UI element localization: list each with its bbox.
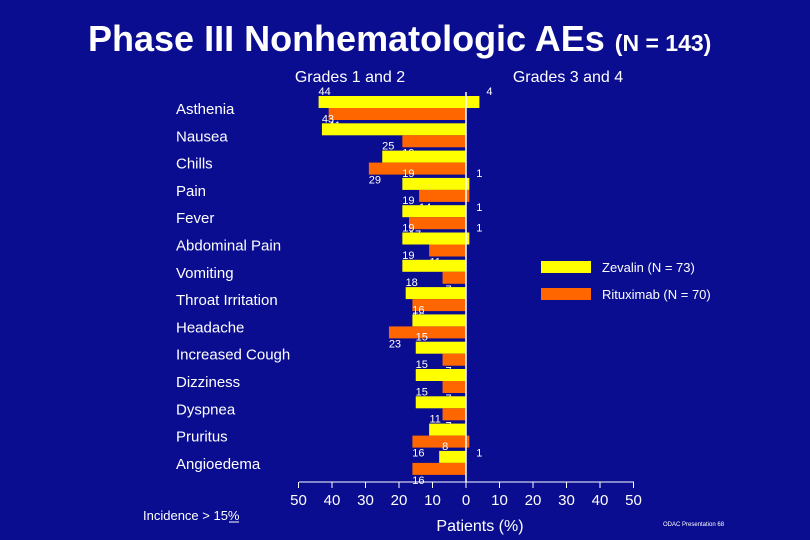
x-tick-label: 10 [424,492,441,509]
category-label: Abdominal Pain [176,238,281,255]
data-label: 18 [406,277,418,289]
data-label: 16 [412,475,424,487]
data-label: 25 [382,141,394,153]
bar-rituximab-g12 [442,271,466,284]
bar-rituximab-g12 [442,408,466,421]
bar-zevalin-g12 [318,96,466,108]
x-tick-label: 10 [491,492,508,509]
x-tick-label: 40 [324,492,341,509]
data-label: 4 [486,86,492,98]
category-label: Pruritus [176,429,228,446]
x-tick-label: 40 [592,492,609,509]
bar-zevalin-g12 [415,369,466,381]
bar-zevalin-g12 [402,177,466,190]
bar-zevalin-g12 [412,314,466,327]
data-label: 16 [412,304,424,316]
bar-zevalin-g12 [415,341,466,354]
x-tick-label: 50 [625,492,642,509]
data-label: 15 [416,386,428,398]
data-label: 11 [429,414,440,426]
header-grades-3-4: Grades 3 and 4 [513,69,623,86]
category-label: Asthenia [176,101,235,118]
x-tick-label: 30 [357,492,374,509]
data-label: 19 [402,250,414,262]
bar-rituximab-g12 [402,135,466,148]
data-label: 29 [369,175,381,187]
bar-zevalin-g12 [415,396,466,409]
legend-swatch [541,288,591,300]
x-axis-label: Patients (%) [436,518,523,535]
category-label: Increased Cough [176,347,290,364]
x-tick-label: 0 [462,492,470,509]
bar-zevalin-g34 [466,232,470,245]
bar-rituximab-g12 [412,462,466,475]
bar-rituximab-g12 [409,217,466,230]
bar-rituximab-g34 [466,189,470,202]
data-label: 15 [416,359,428,371]
bar-zevalin-g34 [466,177,470,190]
data-label: 1 [476,202,482,214]
data-label: 23 [389,338,401,350]
data-label: 19 [402,195,414,207]
bar-rituximab-g12 [442,381,466,393]
bar-rituximab-g12 [412,435,466,448]
x-tick-label: 20 [391,492,408,509]
category-label: Nausea [176,128,228,145]
category-label: Dyspnea [176,401,236,418]
source-note: ODAC Presentation 68 [663,522,725,528]
bar-zevalin-g12 [402,259,466,272]
header-grades-1-2: Grades 1 and 2 [295,69,405,86]
bar-zevalin-g12 [429,423,466,436]
bar-rituximab-g12 [388,326,466,339]
page-title: Phase III Nonhematologic AEs (N = 143) [88,18,711,60]
footnote: Incidence > 15% [143,508,240,523]
category-label: Headache [176,319,244,336]
data-label: 15 [416,332,428,344]
data-label: 1 [476,448,482,460]
bar-rituximab-g12 [419,189,466,202]
data-label: 1 [476,168,482,180]
bar-rituximab-g34 [466,435,470,448]
bar-zevalin-g12 [439,450,466,463]
legend-label: Zevalin (N = 73) [602,260,695,275]
legend-swatch [541,261,591,273]
bar-zevalin-g34 [466,96,480,108]
x-tick-label: 50 [290,492,307,509]
legend-label: Rituximab (N = 70) [602,287,711,302]
category-label: Dizziness [176,374,240,391]
bar-rituximab-g12 [429,244,466,257]
bar-zevalin-g12 [321,123,466,136]
category-label: Chills [176,156,213,173]
bar-zevalin-g12 [402,232,466,245]
category-label: Throat Irritation [176,292,278,309]
category-label: Fever [176,210,214,227]
title-text: Phase III Nonhematologic AEs [88,18,605,59]
bar-rituximab-g12 [368,162,466,175]
title-suffix: (N = 143) [614,30,712,56]
category-label: Vomiting [176,265,234,282]
category-label: Angioedema [176,456,261,473]
data-label: 19 [402,168,414,180]
data-label: 19 [402,223,414,235]
data-label: 1 [476,223,482,235]
bar-zevalin-g12 [402,205,466,218]
x-tick-label: 20 [525,492,542,509]
bar-rituximab-g12 [442,353,466,366]
data-label: 8 [442,441,448,453]
x-tick-label: 30 [558,492,575,509]
data-label: 43 [322,113,334,125]
bar-zevalin-g12 [405,287,466,300]
bar-rituximab-g12 [412,299,466,312]
bar-rituximab-g12 [328,108,466,120]
bar-zevalin-g12 [382,150,466,163]
data-label: 44 [318,86,330,98]
data-label: 16 [412,448,424,460]
category-label: Pain [176,183,206,200]
